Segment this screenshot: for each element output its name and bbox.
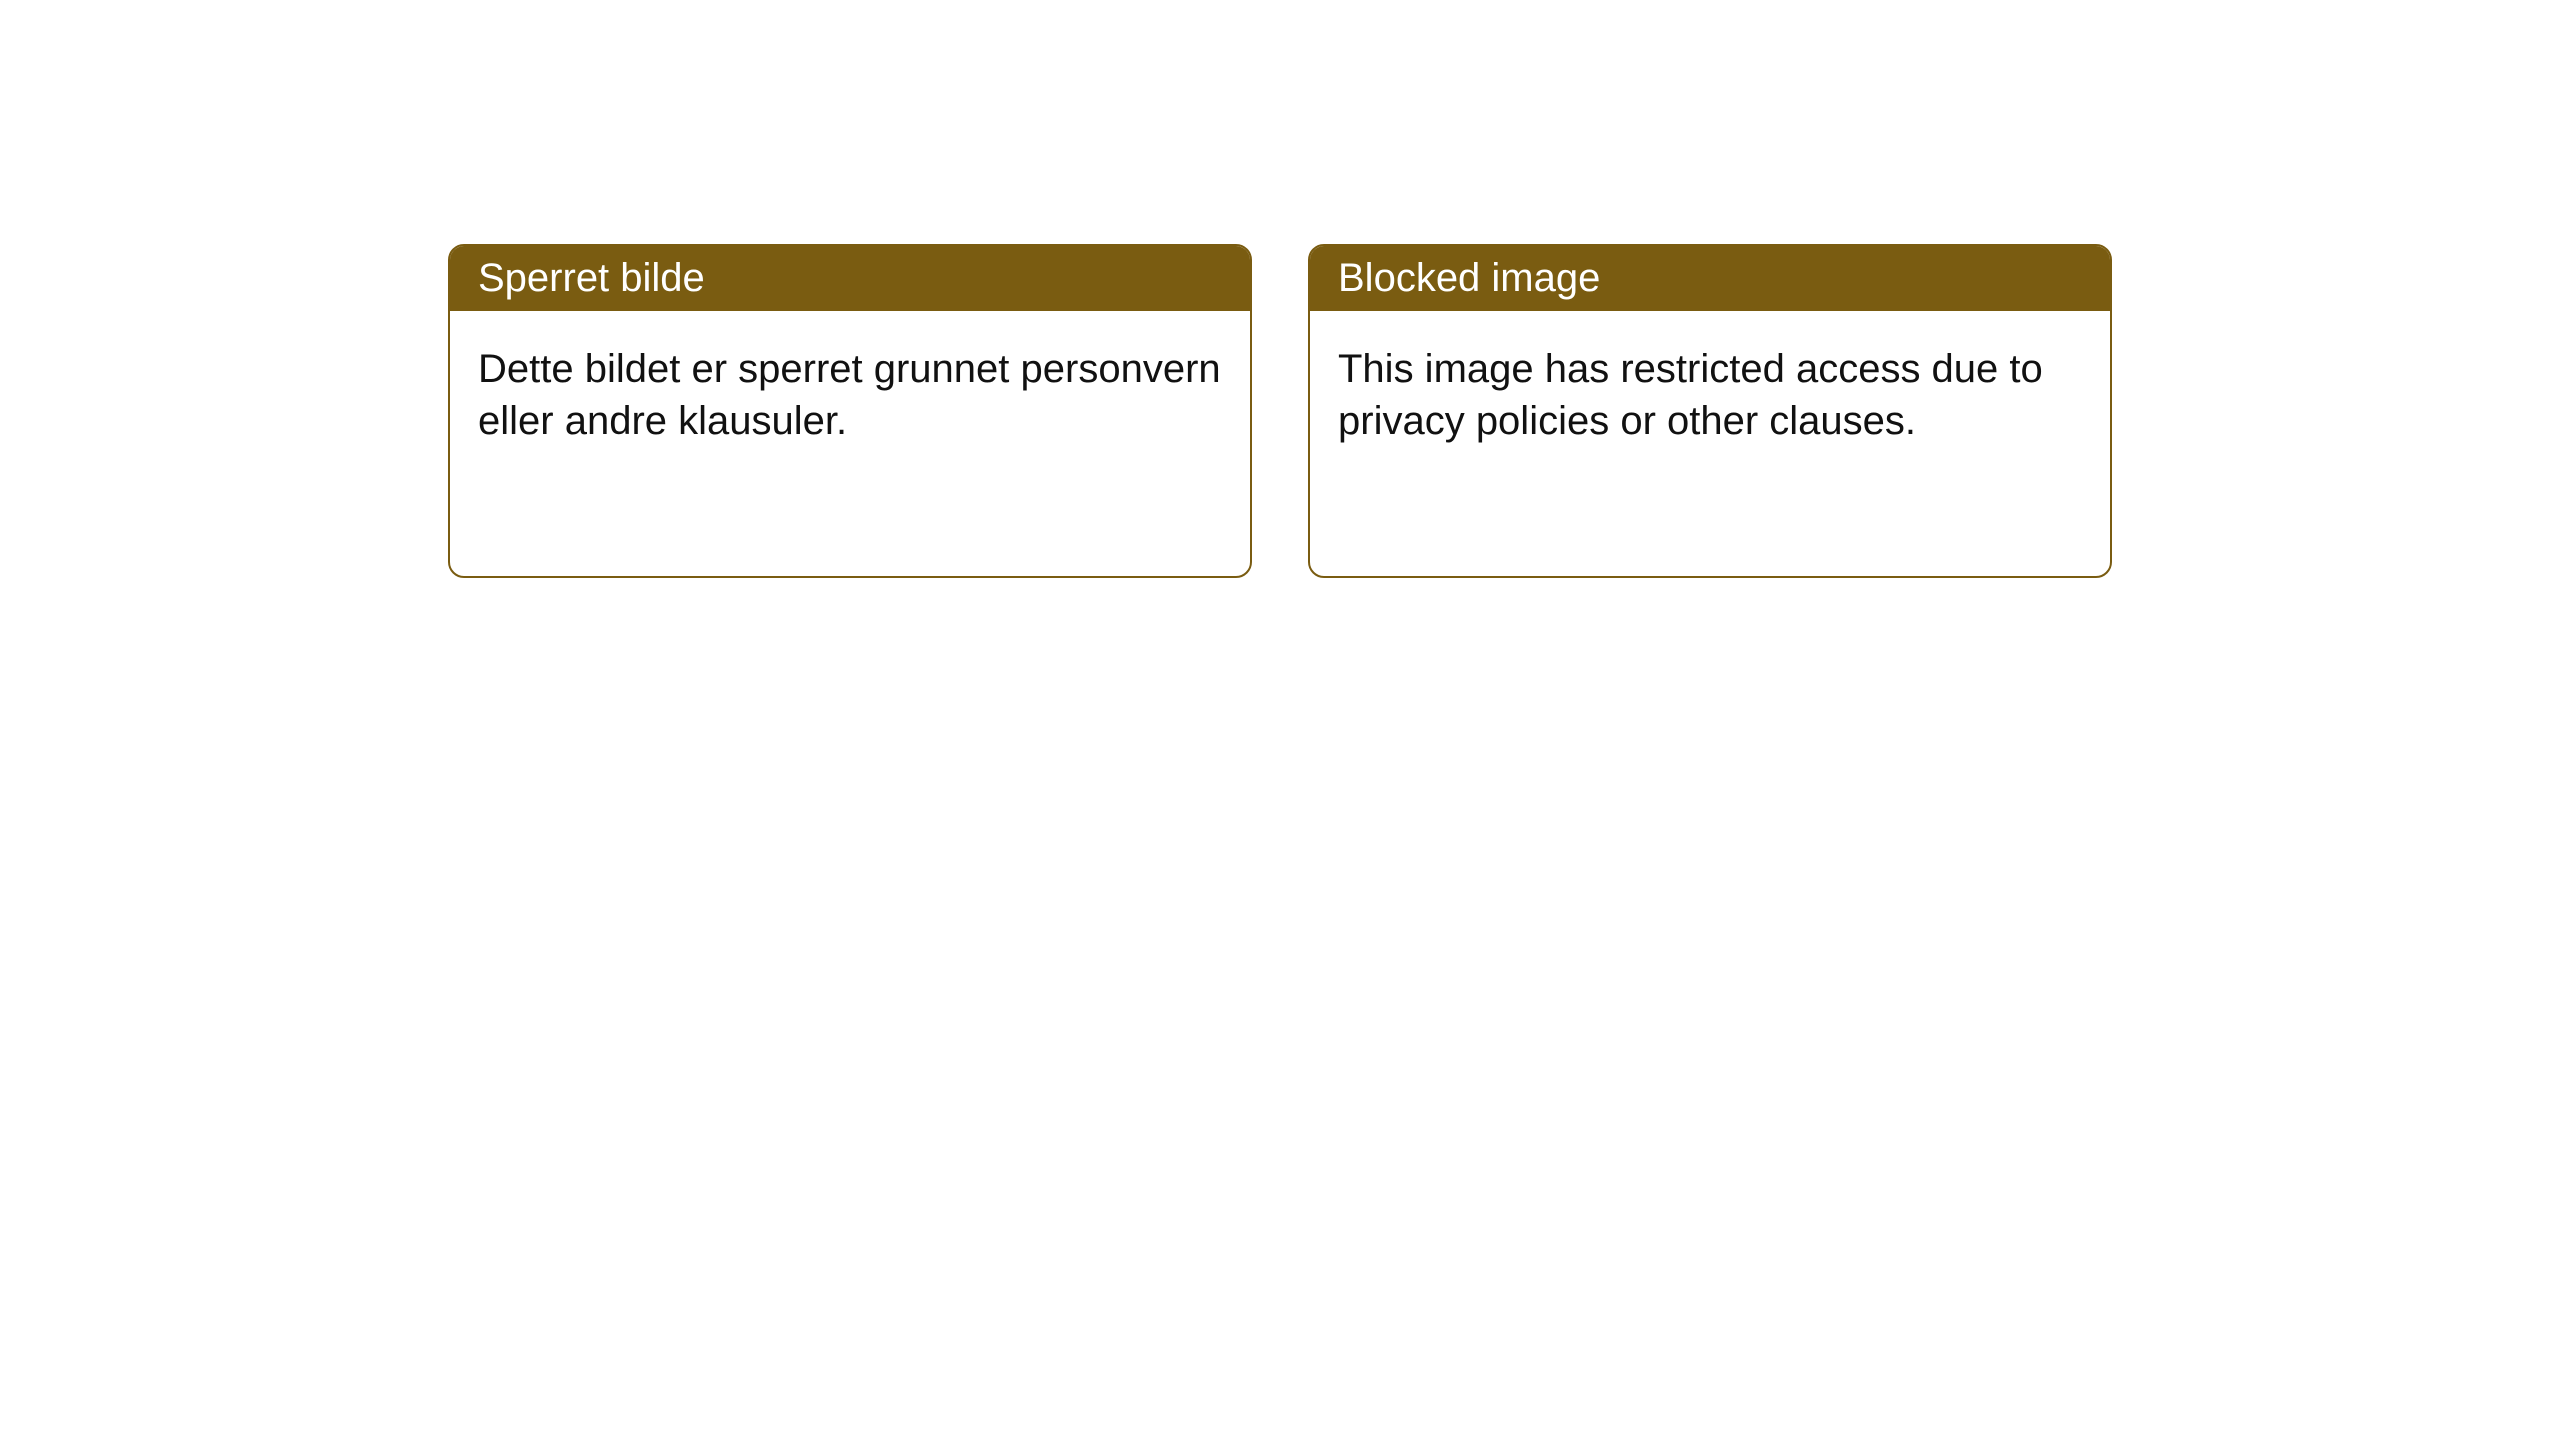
card-header: Blocked image (1310, 246, 2110, 311)
card-header: Sperret bilde (450, 246, 1250, 311)
blocked-image-card-no: Sperret bilde Dette bildet er sperret gr… (448, 244, 1252, 578)
card-body: This image has restricted access due to … (1310, 311, 2110, 479)
card-title: Blocked image (1338, 256, 1600, 300)
card-body-text: Dette bildet er sperret grunnet personve… (478, 347, 1221, 443)
card-body-text: This image has restricted access due to … (1338, 347, 2043, 443)
card-title: Sperret bilde (478, 256, 705, 300)
blocked-image-card-en: Blocked image This image has restricted … (1308, 244, 2112, 578)
cards-container: Sperret bilde Dette bildet er sperret gr… (448, 244, 2112, 578)
card-body: Dette bildet er sperret grunnet personve… (450, 311, 1250, 479)
